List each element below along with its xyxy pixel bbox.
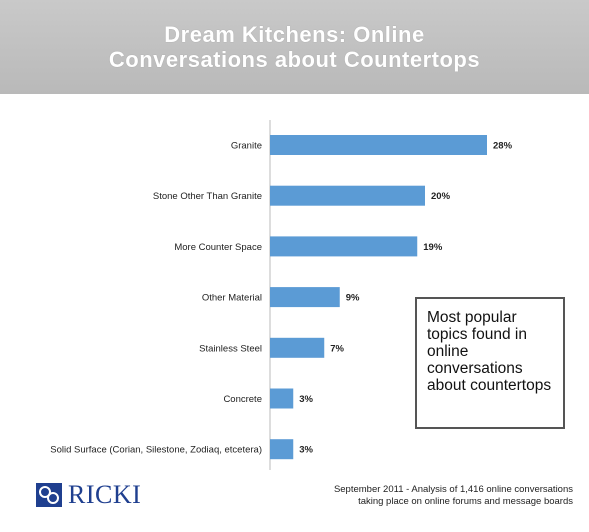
category-label-1: Stone Other Than Granite bbox=[153, 191, 262, 202]
bar-6 bbox=[270, 439, 294, 460]
bar-3 bbox=[270, 287, 340, 308]
category-label-5: Concrete bbox=[223, 394, 262, 405]
logo-text: RICKI bbox=[68, 480, 142, 509]
category-label-2: More Counter Space bbox=[174, 242, 262, 253]
bar-chart: Granite 28% Stone Other Than Granite 20% Mor… bbox=[50, 120, 513, 470]
ricki-logo: RICKI bbox=[36, 480, 141, 510]
bar-0 bbox=[270, 135, 487, 155]
bar-5 bbox=[270, 388, 294, 409]
value-label-4: 7% bbox=[330, 343, 344, 354]
chart-title-line-2: Conversations about Countertops bbox=[108, 47, 481, 72]
bar-2 bbox=[270, 236, 418, 257]
footnote-line-2: taking place on online forums and messag… bbox=[358, 496, 573, 507]
footnote-line-1: September 2011 - Analysis of 1,416 onlin… bbox=[333, 484, 573, 495]
value-label-0: 28% bbox=[493, 141, 513, 152]
category-label-0: Granite bbox=[231, 141, 262, 152]
value-label-2: 19% bbox=[423, 242, 443, 253]
bar-4 bbox=[270, 337, 325, 358]
ricki-logo-icon bbox=[36, 483, 62, 507]
value-label-1: 20% bbox=[431, 191, 451, 202]
chart-title-line-1: Dream Kitchens: Online bbox=[164, 22, 425, 47]
value-label-3: 9% bbox=[346, 293, 360, 304]
value-label-5: 3% bbox=[299, 394, 313, 405]
bar-1 bbox=[270, 185, 425, 206]
category-label-4: Stainless Steel bbox=[199, 343, 262, 354]
category-label-6: Solid Surface (Corian, Silestone, Zodiaq… bbox=[50, 445, 262, 456]
chart-header: Dream Kitchens: Online Conversations abo… bbox=[0, 0, 589, 94]
callout-box: Most popular topics found in online conv… bbox=[415, 297, 565, 429]
value-label-6: 3% bbox=[299, 445, 313, 456]
source-footnote: September 2011 - Analysis of 1,416 onlin… bbox=[334, 484, 573, 508]
category-label-3: Other Material bbox=[202, 293, 262, 304]
